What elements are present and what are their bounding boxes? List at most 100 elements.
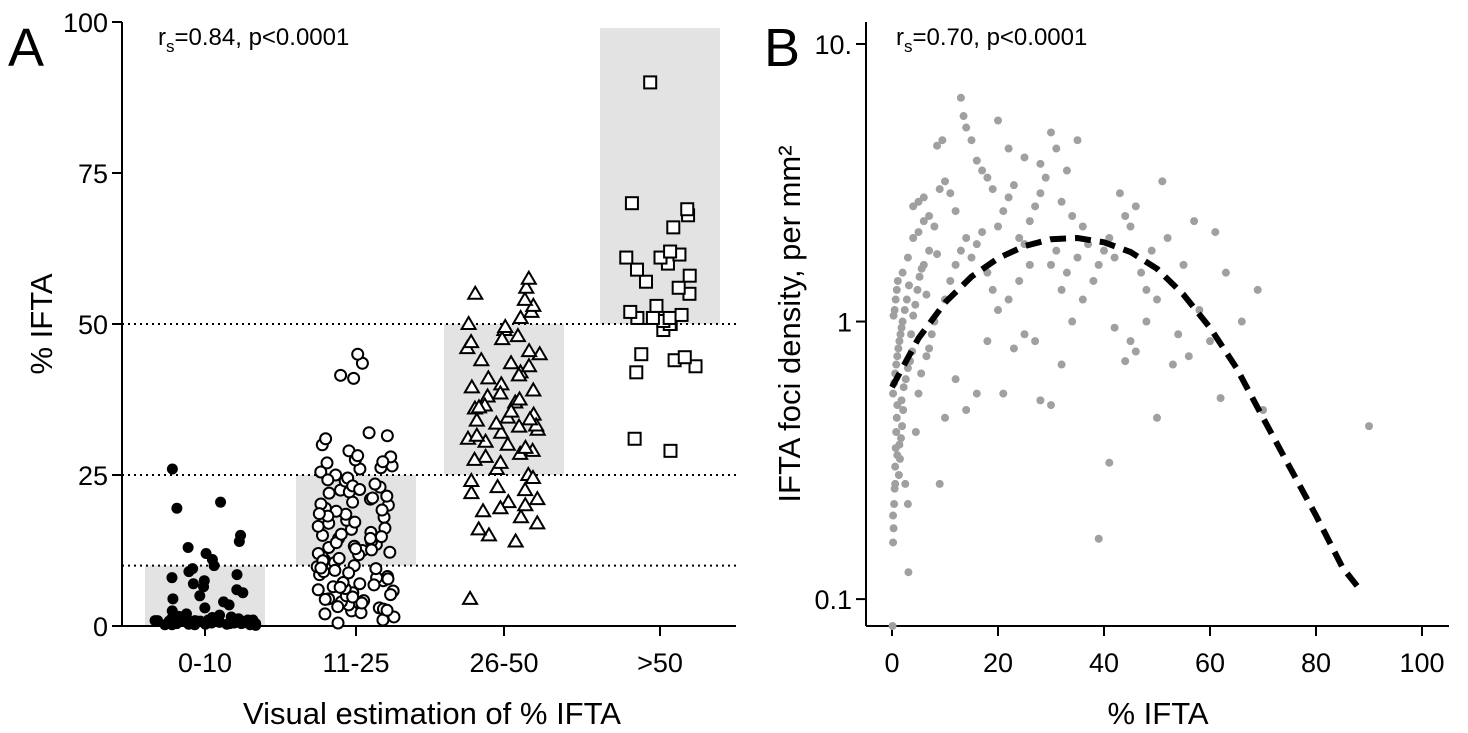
b-point-21 — [890, 306, 899, 315]
b-point-164 — [1206, 337, 1214, 346]
b-point-124 — [1036, 396, 1045, 405]
b-point-100 — [994, 222, 1002, 231]
b-point-131 — [1052, 246, 1061, 255]
b-point-102 — [1004, 193, 1013, 202]
b-x-tick-label-100: 100 — [1399, 648, 1444, 678]
b-point-57 — [925, 344, 934, 353]
b-point-13 — [892, 360, 901, 369]
b-point-46 — [913, 285, 922, 294]
point-11-25-81 — [321, 473, 335, 487]
b-point-103 — [1009, 181, 1018, 190]
panel-b-y-ticks: 0.1 1 10. — [814, 30, 866, 615]
point-26-50-65 — [520, 342, 538, 358]
b-point-44 — [909, 311, 918, 320]
b-point-23 — [892, 285, 901, 294]
b-point-2 — [889, 524, 898, 533]
b-point-127 — [1068, 317, 1077, 326]
b-point-56 — [922, 352, 931, 361]
b-point-171 — [1365, 422, 1373, 431]
point-11-25-106 — [374, 530, 388, 544]
point-26-50-61 — [499, 493, 518, 509]
b-point-143 — [1115, 189, 1124, 198]
b-point-173 — [919, 217, 928, 226]
b-point-155 — [1158, 177, 1167, 186]
b-point-108 — [1036, 189, 1045, 198]
b-point-47 — [915, 272, 924, 281]
b-point-140 — [1094, 534, 1103, 543]
b-point-150 — [1121, 357, 1130, 366]
b-point-70 — [938, 136, 947, 145]
b-point-133 — [1062, 268, 1071, 277]
b-point-96 — [994, 306, 1002, 315]
panel-b-stat-subscript: s — [904, 37, 913, 56]
b-point-169 — [1253, 285, 1262, 294]
point-26-50-26 — [524, 381, 543, 397]
b-point-117 — [1057, 197, 1066, 206]
b-point-24 — [893, 276, 902, 285]
point-26-50-52 — [510, 390, 529, 406]
b-point-172 — [914, 228, 923, 237]
point->50-30 — [624, 196, 639, 211]
b-point-62 — [919, 193, 928, 202]
point-11-25-61 — [334, 368, 348, 382]
panel-b: B 0.1 1 10. 0 20 40 60 80 100 rs=0.70, p<0.0001… — [764, 18, 1449, 731]
b-point-66 — [941, 177, 949, 186]
b-point-89 — [988, 285, 997, 294]
point-26-50-21 — [468, 411, 486, 427]
point-11-25-97 — [375, 503, 389, 517]
b-point-125 — [1047, 401, 1055, 410]
b-point-157 — [1168, 360, 1177, 369]
point-11-25-103 — [333, 580, 347, 594]
point-11-25-74 — [383, 545, 397, 559]
b-point-14 — [893, 352, 902, 361]
point-26-50-53 — [491, 384, 510, 400]
b-y-tick-label-2: 10. — [814, 30, 852, 60]
b-x-tick-label-40: 40 — [1089, 648, 1119, 678]
b-point-167 — [1221, 268, 1230, 277]
b-point-82 — [951, 260, 960, 269]
point-11-25-58 — [380, 429, 394, 443]
b-point-51 — [903, 500, 912, 509]
point-11-25-104 — [314, 561, 328, 575]
panel-a-stat-annotation: rs=0.84, p<0.0001 — [158, 24, 349, 56]
point-11-25-107 — [312, 507, 326, 521]
b-point-174 — [925, 246, 934, 255]
point-11-25-109 — [376, 455, 390, 469]
b-point-152 — [1131, 347, 1140, 356]
b-point-122 — [1020, 330, 1029, 339]
point-11-25-85 — [355, 596, 369, 610]
point-0-10-47 — [167, 593, 179, 605]
b-point-83 — [956, 246, 965, 255]
b-point-90 — [935, 479, 944, 488]
panel-a-stat-subscript: s — [166, 37, 175, 56]
b-point-65 — [935, 185, 944, 194]
b-point-85 — [967, 253, 976, 262]
panel-a: A 0 25 50 75 100 0-10 11-25 26-50 >50 rs=0.84, … — [8, 8, 736, 731]
point-26-50-10 — [488, 478, 507, 494]
point->50-5 — [677, 350, 692, 365]
b-point-72 — [959, 112, 968, 121]
b-point-99 — [1025, 260, 1034, 269]
panel-b-trend-line — [889, 234, 1361, 590]
b-point-145 — [1126, 222, 1135, 231]
panel-a-x-ticks: 0-10 11-25 26-50 >50 — [178, 626, 683, 678]
b-point-147 — [1137, 268, 1146, 277]
b-point-128 — [1078, 295, 1087, 304]
point-11-25-52 — [320, 456, 334, 470]
b-point-17 — [896, 330, 905, 339]
point-11-25-12 — [353, 577, 367, 591]
b-point-94 — [972, 389, 981, 398]
point-0-10-41 — [236, 615, 248, 627]
b-point-160 — [1153, 413, 1161, 422]
point-26-50-15 — [476, 447, 495, 463]
point-0-10-39 — [180, 608, 192, 620]
y-tick-label-50: 50 — [78, 310, 108, 340]
b-point-146 — [1131, 202, 1140, 211]
b-point-15 — [894, 344, 903, 353]
b-point-97 — [1004, 295, 1013, 304]
point->50-15 — [623, 304, 638, 319]
b-point-151 — [1126, 337, 1135, 346]
point->50-19 — [639, 274, 654, 289]
point-0-10-50 — [231, 584, 243, 596]
